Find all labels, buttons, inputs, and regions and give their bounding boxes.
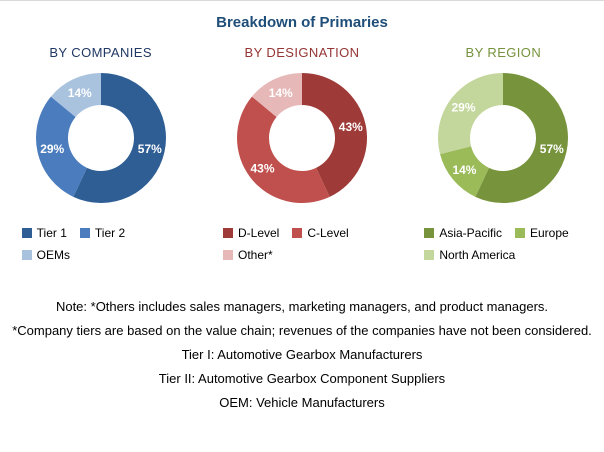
slice-value-label-tier-2: 29% xyxy=(40,142,64,156)
donut-slice-oems xyxy=(50,73,101,117)
page-title: Breakdown of Primaries xyxy=(216,14,388,31)
legend-swatch-asia-pacific xyxy=(424,228,435,238)
donut-slice-other xyxy=(251,73,302,117)
legend-swatch-c-level xyxy=(292,228,303,238)
legend-swatch-tier-1 xyxy=(21,228,32,238)
slice-value-label-d-level: 43% xyxy=(339,120,363,134)
donut-slice-tier-2 xyxy=(35,96,87,197)
legend-item-asia-pacific: Asia-Pacific xyxy=(424,227,502,239)
chart-by-region: BY REGION 57% 14% 29% Asia-Pacific Europe No… xyxy=(407,45,599,261)
slice-value-label-asia-pacific: 57% xyxy=(540,142,564,156)
legend-swatch-tier-2 xyxy=(79,228,90,238)
legend-label: North America xyxy=(439,248,516,262)
donut-chart-by-designation: 43% 43% 14% xyxy=(227,63,377,213)
chart-by-companies: BY COMPANIES 57% 29% 14% Tier 1 Tier 2 OEMs xyxy=(5,45,197,261)
legend-swatch-d-level xyxy=(222,228,233,238)
slice-value-label-c-level: 43% xyxy=(250,162,274,176)
donut-slice-d-level xyxy=(301,73,367,197)
slice-value-label-north-america: 29% xyxy=(452,100,476,114)
legend-item-tier-1: Tier 1 xyxy=(21,226,67,240)
legend-item-oems: OEMs xyxy=(21,248,70,262)
legend-item-europe: Europe xyxy=(515,227,569,239)
chart-title-by-designation: BY DESIGNATION xyxy=(244,45,360,60)
chart-title-by-companies: BY COMPANIES xyxy=(49,45,152,60)
legend-by-companies: Tier 1 Tier 2 OEMs xyxy=(21,226,180,262)
slice-value-label-oems: 14% xyxy=(67,86,91,100)
donut-slice-europe xyxy=(440,146,490,197)
legend-item-north-america: North America xyxy=(424,249,515,261)
chart-title-by-region: BY REGION xyxy=(465,45,542,60)
donut-slice-tier-1 xyxy=(72,73,166,203)
note-line: Tier II: Automotive Gearbox Component Su… xyxy=(158,371,446,386)
legend-label: D-Level xyxy=(237,226,280,240)
legend-label: Europe xyxy=(530,226,569,240)
legend-item-c-level: C-Level xyxy=(292,226,349,240)
note-line: Note: *Others includes sales managers, m… xyxy=(55,299,549,314)
legend-label: Tier 1 xyxy=(36,226,67,240)
legend-swatch-other xyxy=(222,250,233,260)
note-line: OEM: Vehicle Manufacturers xyxy=(219,395,385,410)
legend-by-region: Asia-Pacific Europe North America xyxy=(424,227,582,261)
donut-slice-c-level xyxy=(236,96,330,203)
chart-by-designation: BY DESIGNATION 43% 43% 14% D-Level C-Level O… xyxy=(206,45,398,261)
legend-label: OEMs xyxy=(36,248,70,262)
legend-label: Tier 2 xyxy=(94,226,126,240)
charts-row: BY COMPANIES 57% 29% 14% Tier 1 Tier 2 OEMs … xyxy=(0,45,604,261)
note-line: *Company tiers are based on the value ch… xyxy=(12,323,592,338)
legend-item-other: Other* xyxy=(222,248,273,262)
donut-slice-north-america xyxy=(438,73,504,155)
legend-label: C-Level xyxy=(307,226,349,240)
slice-value-label-europe: 14% xyxy=(453,163,477,177)
legend-swatch-oems xyxy=(21,250,32,260)
legend-by-designation: D-Level C-Level Other* xyxy=(222,226,381,262)
slice-value-label-tier-1: 57% xyxy=(137,142,161,156)
donut-chart-by-region: 57% 14% 29% xyxy=(428,63,578,213)
legend-label: Asia-Pacific xyxy=(439,226,502,240)
notes: Note: *Others includes sales managers, m… xyxy=(0,299,604,410)
note-line: Tier I: Automotive Gearbox Manufacturers xyxy=(181,347,423,362)
legend-swatch-north-america xyxy=(424,250,435,260)
legend-swatch-europe xyxy=(515,228,525,238)
legend-item-d-level: D-Level xyxy=(222,226,280,240)
donut-slice-asia-pacific xyxy=(475,73,569,203)
legend-item-tier-2: Tier 2 xyxy=(79,226,126,240)
legend-label: Other* xyxy=(237,248,273,262)
slice-value-label-other: 14% xyxy=(269,86,293,100)
donut-chart-by-companies: 57% 29% 14% xyxy=(26,63,176,213)
